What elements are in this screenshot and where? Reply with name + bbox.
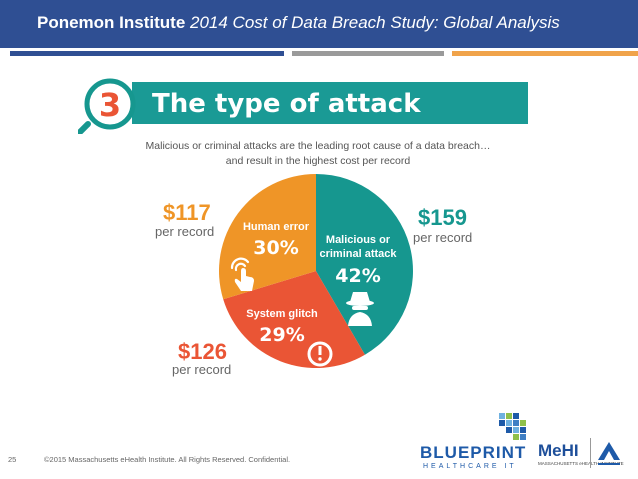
cost-unit-malicious: per record bbox=[413, 230, 473, 245]
pie-slice-malicious bbox=[316, 174, 413, 355]
subtitle-line-2: and result in the highest cost per recor… bbox=[225, 155, 411, 167]
title-italic: 2014 Cost of Data Breach Study: Global A… bbox=[190, 13, 560, 32]
slice-percent-glitch: 29% bbox=[259, 324, 304, 346]
spy-icon bbox=[346, 292, 374, 326]
slice-percent-human: 30% bbox=[253, 237, 298, 259]
slice-label-malicious-1: Malicious or bbox=[326, 234, 391, 246]
cost-malicious: $159 bbox=[418, 205, 467, 230]
page-number: 25 bbox=[8, 455, 17, 464]
exclamation-icon bbox=[307, 341, 333, 367]
cost-unit-human: per record bbox=[155, 224, 215, 239]
cost-glitch: $126 bbox=[178, 339, 227, 364]
section-number: 3 bbox=[99, 86, 121, 124]
mehi-logo-subtext: MASSACHUSETTS eHEALTH INSTITUTE bbox=[538, 461, 624, 466]
title-bold: Ponemon Institute bbox=[37, 13, 186, 32]
section-banner bbox=[132, 82, 528, 124]
blueprint-logo-text: BLUEPRINT bbox=[420, 443, 527, 462]
page-title: Ponemon Institute 2014 Cost of Data Brea… bbox=[37, 13, 560, 33]
slice-label-malicious-2: criminal attack bbox=[319, 248, 397, 260]
logo-separator bbox=[590, 438, 591, 468]
mehi-logo-text: MeHI bbox=[538, 441, 579, 460]
slice-label-glitch: System glitch bbox=[246, 308, 318, 320]
slice-label-human: Human error bbox=[243, 221, 310, 233]
cost-unit-glitch: per record bbox=[172, 362, 232, 377]
header-rule-orange bbox=[452, 51, 638, 56]
header-rule-blue bbox=[10, 51, 284, 56]
subtitle-line-1: Malicious or criminal attacks are the le… bbox=[145, 140, 491, 152]
pie-slice-glitch bbox=[223, 271, 365, 368]
section-title: The type of attack bbox=[152, 89, 421, 119]
magnifier-badge-icon: 3 bbox=[78, 78, 136, 134]
blueprint-logo-subtext: HEALTHCARE IT bbox=[423, 463, 517, 470]
hand-touch-icon bbox=[230, 257, 254, 291]
slice-percent-malicious: 42% bbox=[335, 265, 380, 287]
blueprint-mosaic-icon bbox=[499, 413, 526, 440]
cost-human: $117 bbox=[163, 200, 211, 225]
header-rule-gray bbox=[292, 51, 444, 56]
infographic-subtitle: Malicious or criminal attacks are the le… bbox=[118, 139, 518, 169]
masstech-logo-icon bbox=[598, 442, 620, 465]
header-bar bbox=[0, 0, 638, 48]
pie-slice-human bbox=[219, 174, 316, 300]
copyright-text: ©2015 Massachusetts eHealth Institute. A… bbox=[44, 455, 291, 464]
